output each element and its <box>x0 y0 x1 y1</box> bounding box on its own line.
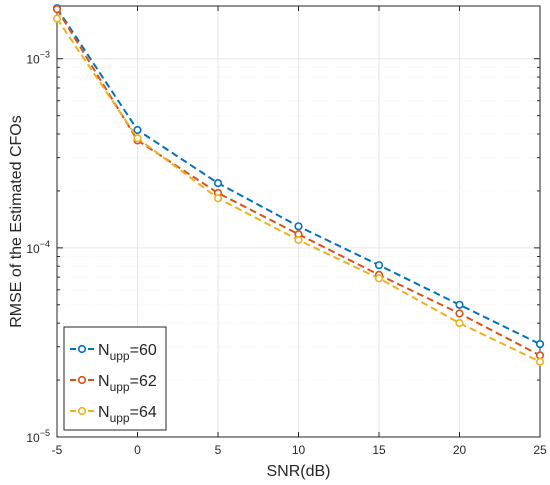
legend-label: Nupp=60 <box>98 342 157 363</box>
legend-item: Nupp=64 <box>70 404 157 425</box>
y-tick-label: 10−3 <box>26 50 50 67</box>
legend-item: Nupp=62 <box>70 373 157 394</box>
x-axis-ticks: -5 0 5 10 15 20 25 <box>52 6 547 457</box>
data-point <box>52 4 62 14</box>
data-point <box>535 357 545 366</box>
series-3 <box>52 14 545 366</box>
data-point <box>374 261 384 270</box>
x-tick-label: 5 <box>215 443 222 457</box>
legend-label: Nupp=64 <box>98 404 157 425</box>
data-point <box>535 339 545 349</box>
x-tick-label: 10 <box>292 443 306 457</box>
data-point <box>213 178 223 188</box>
legend-item: Nupp=60 <box>70 342 157 363</box>
legend-marker <box>77 344 87 354</box>
y-tick-label: 10−5 <box>26 428 50 445</box>
y-axis-ticks: 10−3 10−4 10−5 <box>26 50 540 445</box>
legend-marker <box>77 406 87 416</box>
x-tick-label: 25 <box>533 443 547 457</box>
x-tick-label: 0 <box>134 443 141 457</box>
data-point <box>294 222 303 231</box>
y-tick-label: 10−4 <box>26 239 50 256</box>
data-point <box>133 134 142 143</box>
data-point <box>213 194 223 203</box>
x-tick-label: 15 <box>372 443 386 457</box>
y-axis-label: RMSE of the Estimated CFOs <box>8 115 25 328</box>
legend-marker <box>77 375 87 385</box>
data-point <box>374 274 384 283</box>
legend: Nupp=60 Nupp=62 Nupp=64 <box>63 326 167 431</box>
data-point <box>455 300 464 309</box>
legend-label: Nupp=62 <box>98 373 157 394</box>
data-point <box>294 235 303 245</box>
data-point <box>52 14 62 23</box>
data-point <box>133 125 142 135</box>
x-tick-label: -5 <box>52 443 63 457</box>
x-tick-label: 20 <box>453 443 467 457</box>
data-point <box>455 319 464 328</box>
x-axis-label: SNR(dB) <box>266 463 330 480</box>
data-point <box>455 309 464 318</box>
